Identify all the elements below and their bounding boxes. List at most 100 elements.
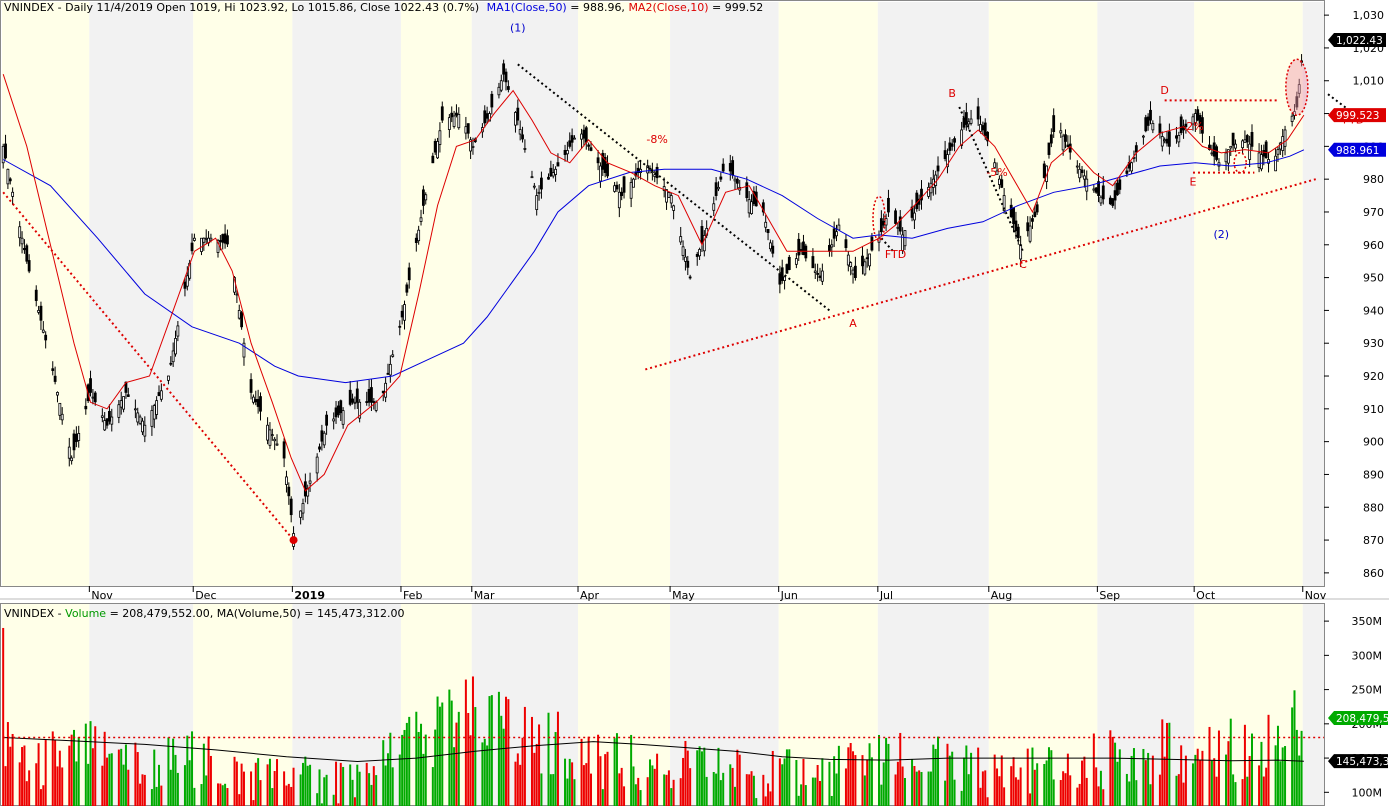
price-tick-label: 1,030 <box>1353 9 1385 22</box>
candle-body <box>870 236 874 251</box>
candle-body <box>117 404 121 418</box>
price-badge-bg <box>1328 32 1386 47</box>
volume-bar <box>698 746 701 806</box>
candle-body <box>332 418 336 422</box>
volume-bar <box>568 758 571 806</box>
candle-body <box>237 310 241 319</box>
ma2-label: MA2(Close,10) <box>628 1 708 14</box>
volume-bar <box>1083 756 1086 806</box>
volume-bar <box>1066 753 1069 806</box>
candle-body <box>1134 145 1138 153</box>
volume-bar <box>828 761 831 806</box>
candle-body <box>766 229 770 234</box>
volume-bar <box>870 757 873 806</box>
candle-body <box>832 228 836 239</box>
candle-body <box>983 122 987 136</box>
volume-bar <box>405 722 408 806</box>
ma1-label: MA1(Close,50) <box>487 1 567 14</box>
candle-body <box>717 186 720 190</box>
volume-bar <box>667 770 670 806</box>
candle-body <box>1179 116 1183 134</box>
volume-bar <box>1019 767 1022 806</box>
candle-body <box>431 155 435 164</box>
volume-bar <box>174 754 177 806</box>
candle-body <box>599 165 602 182</box>
candle-body <box>289 498 293 516</box>
volume-bar <box>1175 775 1178 806</box>
candle-body <box>1116 182 1119 196</box>
candle-body <box>898 216 902 232</box>
volume-bar <box>734 786 737 806</box>
candle-body <box>504 71 508 83</box>
volume-bar <box>108 753 111 806</box>
volume-bar <box>937 736 940 806</box>
candle-body <box>629 182 633 199</box>
volume-bar <box>252 800 255 806</box>
volume-bar <box>748 774 751 806</box>
volume-bar <box>68 745 71 806</box>
candle-body <box>1059 130 1063 134</box>
candle-body <box>108 411 111 422</box>
candle-body <box>167 375 170 381</box>
volume-title: VNINDEX - Volume = 208,479,552.00, MA(Vo… <box>4 607 404 620</box>
candle-body <box>37 310 40 313</box>
candle-body <box>464 126 468 134</box>
candle-body <box>497 86 501 96</box>
annotation-label: -2% <box>1182 120 1203 133</box>
volume-bar <box>960 790 963 806</box>
volume-bar <box>705 776 708 806</box>
price-month-band <box>1194 2 1303 586</box>
volume-bar <box>1010 766 1013 806</box>
volume-bar <box>450 700 453 806</box>
volume-bar <box>1069 775 1072 806</box>
volume-bar <box>18 762 21 806</box>
candle-body <box>1290 115 1294 122</box>
annotation-label: -8% <box>646 133 667 146</box>
volume-bar <box>1043 763 1046 806</box>
volume-bar <box>417 731 420 806</box>
candle-body <box>252 396 255 403</box>
volume-bar <box>1085 777 1088 806</box>
volume-bar <box>778 758 781 806</box>
candle-body <box>698 249 701 257</box>
volume-bar <box>1180 745 1183 806</box>
volume-bar <box>325 774 328 806</box>
volume-bar <box>915 771 918 806</box>
volume-bar <box>1059 780 1062 806</box>
volume-bar <box>217 783 220 806</box>
candle-body <box>398 325 402 328</box>
candle-body <box>25 245 29 262</box>
price-badge-text: 988.961 <box>1336 145 1379 157</box>
volume-bar <box>285 785 288 806</box>
candle-body <box>235 293 239 296</box>
volume-bar <box>1076 787 1079 806</box>
candle-body <box>440 106 444 121</box>
candle-body <box>679 236 683 243</box>
candle-body <box>1078 168 1082 179</box>
candle-body <box>391 354 395 357</box>
volume-bar <box>1031 747 1034 806</box>
volume-bar <box>1232 774 1235 806</box>
candle-body <box>358 401 362 419</box>
candle-body <box>60 413 64 421</box>
candle-body <box>436 141 439 159</box>
volume-bar <box>61 767 64 806</box>
candle-body <box>133 408 137 411</box>
month-label: Aug <box>991 589 1012 602</box>
volume-bar <box>143 774 146 806</box>
candle-body <box>1009 204 1013 218</box>
candle-body <box>587 144 591 147</box>
candle-body <box>70 457 74 462</box>
volume-bar <box>854 755 857 806</box>
annotation-label: (1) <box>510 22 526 35</box>
bottom-marker <box>289 536 298 545</box>
candle-body <box>750 201 753 215</box>
candle-body <box>337 405 340 416</box>
candle-body <box>580 133 583 140</box>
candle-body <box>84 405 88 410</box>
volume-bar <box>1295 729 1298 806</box>
volume-bar <box>299 774 302 806</box>
volume-bar <box>903 777 906 806</box>
candle-body <box>516 107 520 121</box>
volume-bar <box>1194 754 1197 806</box>
